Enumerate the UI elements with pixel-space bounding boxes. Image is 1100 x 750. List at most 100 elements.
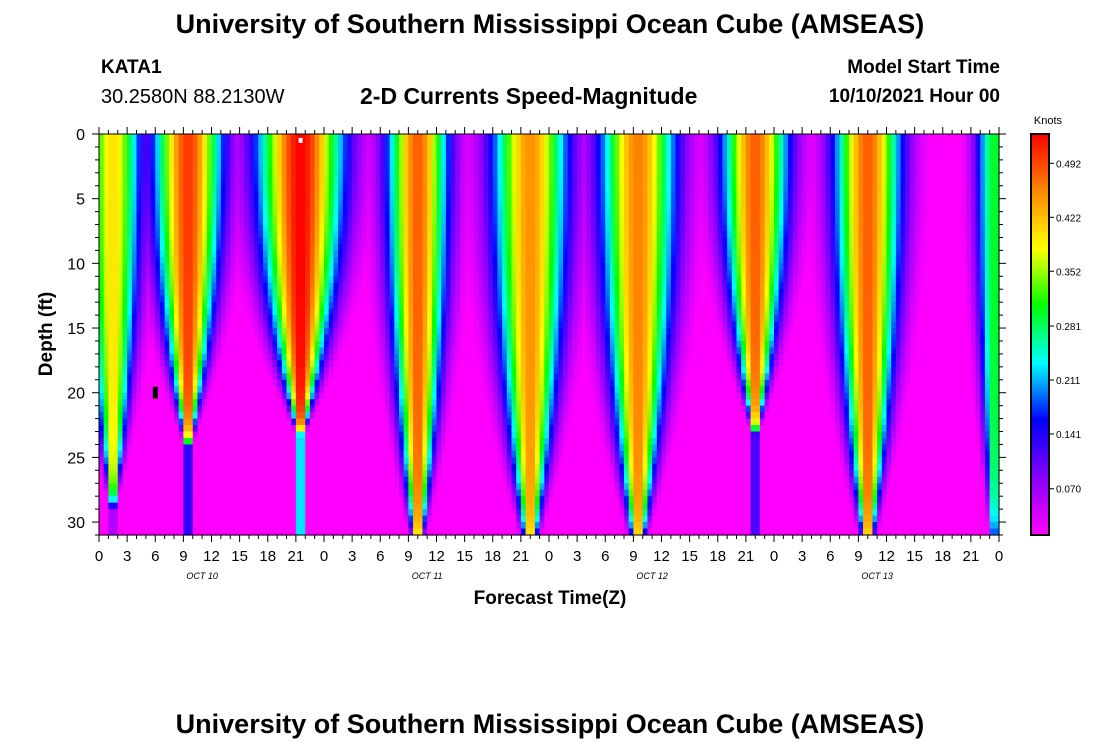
heatmap-cell xyxy=(806,179,813,187)
heatmap-cell xyxy=(600,282,606,290)
heatmap-cell xyxy=(436,237,442,245)
heatmap-cell xyxy=(534,172,541,180)
heatmap-cell xyxy=(159,166,166,174)
heatmap-cell xyxy=(713,159,719,167)
heatmap-cell xyxy=(249,224,255,232)
heatmap-cell xyxy=(595,205,602,213)
heatmap-cell xyxy=(347,256,353,264)
heatmap-cell xyxy=(774,166,780,174)
heatmap-cell xyxy=(961,295,967,303)
heatmap-cell xyxy=(933,198,939,206)
heatmap-cell xyxy=(670,276,677,284)
heatmap-cell xyxy=(141,256,147,264)
heatmap-cell xyxy=(834,192,841,200)
heatmap-cell xyxy=(169,140,175,148)
heatmap-cell xyxy=(408,185,414,193)
heatmap-cell xyxy=(820,185,827,193)
heatmap-cell xyxy=(99,146,105,155)
heatmap-cell xyxy=(788,250,794,258)
heatmap-cell xyxy=(117,250,124,258)
heatmap-cell xyxy=(534,146,541,155)
heatmap-cell xyxy=(877,146,883,155)
heatmap-cell xyxy=(169,218,175,226)
heatmap-cell xyxy=(984,218,991,226)
heatmap-cell xyxy=(609,256,616,264)
heatmap-cell xyxy=(263,289,269,297)
heatmap-cell xyxy=(966,243,972,252)
heatmap-cell xyxy=(413,282,419,290)
heatmap-cell xyxy=(216,250,222,258)
heatmap-cell xyxy=(277,256,283,264)
heatmap-cell xyxy=(633,166,639,174)
heatmap-cell xyxy=(169,159,175,167)
heatmap-cell xyxy=(230,256,236,264)
heatmap-cell xyxy=(900,205,906,213)
heatmap-cell xyxy=(947,205,953,213)
heatmap-cell xyxy=(445,166,452,174)
heatmap-cell xyxy=(797,198,803,206)
heatmap-cell xyxy=(844,198,850,206)
heatmap-cell xyxy=(544,198,550,206)
heatmap-cell xyxy=(164,185,170,193)
heatmap-cell xyxy=(989,295,995,303)
heatmap-cell xyxy=(445,250,452,258)
heatmap-cell xyxy=(192,231,199,239)
heatmap-cell xyxy=(117,243,124,252)
heatmap-cell xyxy=(970,237,977,245)
heatmap-cell xyxy=(202,159,208,167)
heatmap-cell xyxy=(656,153,663,161)
heatmap-cell xyxy=(924,185,930,193)
heatmap-cell xyxy=(478,166,484,174)
heatmap-cell xyxy=(849,172,855,180)
heatmap-cell xyxy=(867,295,874,303)
heatmap-cell xyxy=(319,218,325,226)
heatmap-cell xyxy=(797,166,803,174)
heatmap-cell xyxy=(783,250,789,258)
heatmap-cell xyxy=(858,153,864,161)
heatmap-cell xyxy=(881,243,888,252)
heatmap-cell xyxy=(759,243,766,252)
heatmap-cell xyxy=(211,179,217,187)
heatmap-cell xyxy=(764,205,770,213)
heatmap-cell xyxy=(445,172,452,180)
heatmap-cell xyxy=(713,250,719,258)
heatmap-cell xyxy=(328,134,334,142)
heatmap-cell xyxy=(684,263,691,271)
heatmap-cell xyxy=(806,289,813,297)
heatmap-cell xyxy=(872,263,878,271)
heatmap-cell xyxy=(942,211,949,219)
heatmap-cell xyxy=(244,237,250,245)
heatmap-cell xyxy=(492,166,499,174)
heatmap-cell xyxy=(520,282,527,290)
heatmap-cell xyxy=(924,192,930,200)
heatmap-cell xyxy=(277,198,283,206)
heatmap-cell xyxy=(549,166,555,174)
heatmap-cell xyxy=(188,243,194,252)
heatmap-cell xyxy=(483,237,489,245)
heatmap-cell xyxy=(155,256,161,264)
heatmap-cell xyxy=(717,192,724,200)
heatmap-cell xyxy=(516,153,522,161)
heatmap-cell xyxy=(577,211,583,219)
heatmap-cell xyxy=(919,237,925,245)
heatmap-cell xyxy=(741,289,747,297)
heatmap-cell xyxy=(956,166,963,174)
heatmap-cell xyxy=(614,140,620,148)
heatmap-cell xyxy=(277,263,283,271)
heatmap-cell xyxy=(853,218,859,226)
heatmap-cell xyxy=(403,269,409,277)
heatmap-cell xyxy=(450,185,456,193)
heatmap-cell xyxy=(924,269,930,277)
heatmap-cell xyxy=(980,185,986,193)
heatmap-cell xyxy=(745,172,752,180)
heatmap-cell xyxy=(464,192,470,200)
heatmap-cell xyxy=(174,198,180,206)
heatmap-cell xyxy=(722,192,728,200)
heatmap-cell xyxy=(455,146,461,155)
heatmap-cell xyxy=(253,256,259,264)
heatmap-cell xyxy=(624,218,630,226)
heatmap-cell xyxy=(577,224,583,232)
heatmap-cell xyxy=(502,198,508,206)
heatmap-cell xyxy=(661,263,667,271)
heatmap-cell xyxy=(155,224,161,232)
